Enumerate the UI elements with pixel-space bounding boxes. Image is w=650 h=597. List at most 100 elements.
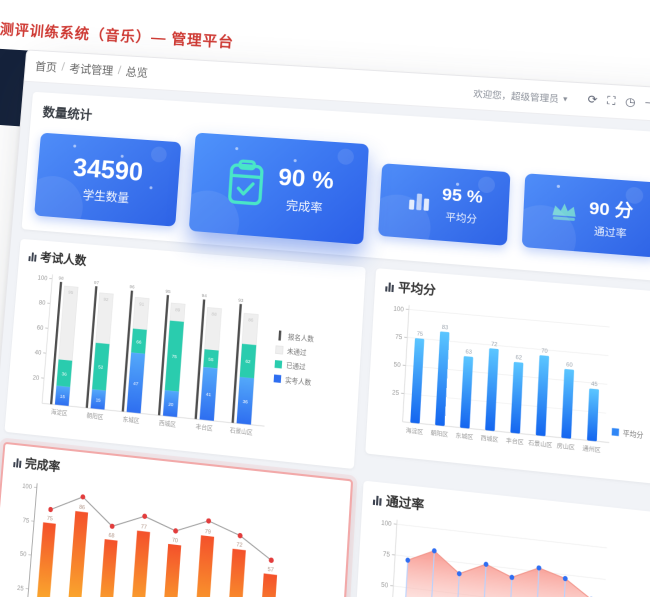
refresh-icon[interactable]: ⟳ — [587, 93, 598, 107]
svg-text:77: 77 — [141, 524, 148, 531]
dashboard-content: 数量统计 34590 学生数量 — [0, 81, 650, 597]
theme-icon[interactable]: ◷ — [624, 95, 636, 109]
breadcrumb-separator: / — [61, 62, 66, 74]
svg-text:86: 86 — [248, 317, 254, 323]
panel-title: 考试人数 — [39, 250, 87, 268]
svg-text:94: 94 — [202, 293, 208, 299]
svg-text:平均分: 平均分 — [623, 429, 644, 440]
svg-text:89: 89 — [175, 307, 181, 313]
svg-text:丰台区: 丰台区 — [506, 435, 525, 446]
svg-text:东城区: 东城区 — [456, 430, 475, 441]
svg-text:70: 70 — [541, 348, 548, 355]
svg-text:海淀区: 海淀区 — [406, 425, 425, 436]
svg-text:60: 60 — [566, 362, 573, 370]
svg-text:62: 62 — [245, 359, 251, 365]
svg-text:88: 88 — [211, 311, 217, 317]
svg-text:25: 25 — [392, 390, 399, 398]
svg-text:36: 36 — [242, 398, 248, 404]
stat-value: 95 % — [441, 184, 484, 207]
svg-text:15: 15 — [60, 393, 66, 399]
svg-text:实考人数: 实考人数 — [285, 375, 312, 387]
breadcrumb-exam-mgmt[interactable]: 考试管理 — [68, 63, 114, 78]
svg-text:朝阳区: 朝阳区 — [431, 428, 450, 439]
svg-text:25: 25 — [17, 585, 24, 592]
stat-value: 34590 — [72, 151, 145, 187]
svg-text:100: 100 — [381, 520, 393, 528]
stat-label: 学生数量 — [82, 187, 130, 205]
svg-text:47: 47 — [133, 380, 139, 386]
charts-grid: 考试人数 20 40 60 80 100 海淀区 朝阳区 东城区 西城区 丰台区 石景山区 95 36 1… — [0, 238, 650, 597]
completion-rate-chart[interactable]: 255075100海淀区朝阳区东城区西城区丰台区石景山区房山区通州区758668… — [0, 472, 341, 597]
user-account-label[interactable]: 欢迎您，超级管理员 — [473, 88, 559, 104]
chart-icon — [13, 457, 22, 468]
panel-title: 通过率 — [385, 493, 425, 513]
svg-text:100: 100 — [37, 275, 48, 282]
stat-card-average[interactable]: 95 % 平均分 — [377, 163, 511, 246]
panel-average-score: 平均分 25 50 75 100 海淀区 朝阳区 东城区 西城区 丰台区 石景山区 房山区 通州区 75… — [365, 268, 650, 485]
average-score-chart[interactable]: 25 50 75 100 海淀区 朝阳区 东城区 西城区 丰台区 石景山区 房山区 通州区 75 83 63… — [374, 296, 650, 479]
svg-text:75: 75 — [417, 331, 424, 338]
svg-text:96: 96 — [129, 284, 135, 290]
svg-text:西城区: 西城区 — [481, 434, 500, 444]
svg-text:丰台区: 丰台区 — [195, 422, 213, 433]
breadcrumb-overview: 总览 — [125, 66, 149, 80]
svg-text:70: 70 — [172, 537, 179, 544]
svg-text:海淀区: 海淀区 — [51, 407, 69, 418]
panel-title: 完成率 — [24, 456, 61, 475]
svg-text:45: 45 — [591, 381, 598, 389]
chart-icon — [373, 494, 382, 506]
stat-card-students[interactable]: 34590 学生数量 — [34, 132, 182, 227]
stat-label: 平均分 — [445, 212, 478, 227]
stat-label: 通过率 — [593, 226, 627, 241]
svg-text:92: 92 — [103, 296, 109, 302]
svg-text:石景山区: 石景山区 — [229, 426, 253, 437]
svg-text:72: 72 — [491, 341, 498, 348]
svg-text:15: 15 — [95, 397, 101, 403]
svg-text:西城区: 西城区 — [159, 420, 177, 430]
svg-text:97: 97 — [94, 280, 100, 286]
svg-text:未通过: 未通过 — [287, 347, 307, 358]
breadcrumb-home[interactable]: 首页 — [34, 61, 58, 75]
stat-card-passrate[interactable]: 90 分 通过率 — [522, 173, 650, 258]
svg-text:52: 52 — [98, 364, 104, 370]
svg-text:36: 36 — [62, 371, 68, 377]
svg-text:石景山区: 石景山区 — [528, 438, 553, 450]
app-window: 首页 / 考试管理 / 总览 欢迎您，超级管理员 ▾ ⟳ ⛶ ◷ — ✕ 数量统… — [0, 49, 650, 597]
svg-text:75: 75 — [383, 551, 390, 559]
svg-text:40: 40 — [34, 350, 42, 357]
breadcrumb: 首页 / 考试管理 / 总览 — [35, 59, 149, 81]
svg-text:95: 95 — [68, 290, 74, 296]
svg-text:50: 50 — [394, 362, 401, 369]
chevron-down-icon[interactable]: ▾ — [562, 93, 568, 104]
svg-text:75: 75 — [172, 353, 178, 359]
svg-text:62: 62 — [516, 355, 523, 362]
bar-chart-icon — [405, 186, 434, 219]
chart-icon — [28, 251, 37, 262]
svg-text:41: 41 — [206, 391, 212, 397]
panel-completion-rate: 完成率 255075100海淀区朝阳区东城区西城区丰台区石景山区房山区通州区75… — [0, 441, 354, 597]
exam-count-chart[interactable]: 20 40 60 80 100 海淀区 朝阳区 东城区 西城区 丰台区 石景山区 95 36 15 98 92… — [12, 266, 356, 464]
stat-card-completion[interactable]: 90 % 完成率 — [188, 132, 369, 245]
minimize-icon[interactable]: — — [645, 97, 650, 110]
panel-exam-count: 考试人数 20 40 60 80 100 海淀区 朝阳区 东城区 西城区 丰台区 石景山区 95 36 1… — [4, 238, 366, 470]
svg-text:93: 93 — [238, 297, 244, 303]
svg-text:83: 83 — [442, 324, 449, 331]
fullscreen-icon[interactable]: ⛶ — [606, 94, 616, 108]
stat-label: 完成率 — [285, 197, 323, 215]
svg-text:报名人数: 报名人数 — [288, 332, 315, 343]
svg-text:75: 75 — [395, 334, 402, 341]
panel-title: 平均分 — [397, 280, 437, 298]
svg-text:100: 100 — [393, 306, 404, 314]
svg-text:98: 98 — [59, 275, 65, 281]
toolbar-spacer — [148, 73, 474, 93]
tilted-app-scene: 测评训练系统（音乐）— 管理平台 首页 / 考试管理 / 总览 欢迎您，超级管理… — [0, 15, 650, 597]
svg-text:75: 75 — [47, 516, 53, 523]
svg-text:20: 20 — [32, 375, 40, 382]
svg-text:91: 91 — [139, 301, 145, 307]
svg-text:55: 55 — [208, 356, 214, 362]
svg-text:57: 57 — [267, 567, 274, 575]
breadcrumb-separator: / — [117, 65, 122, 78]
